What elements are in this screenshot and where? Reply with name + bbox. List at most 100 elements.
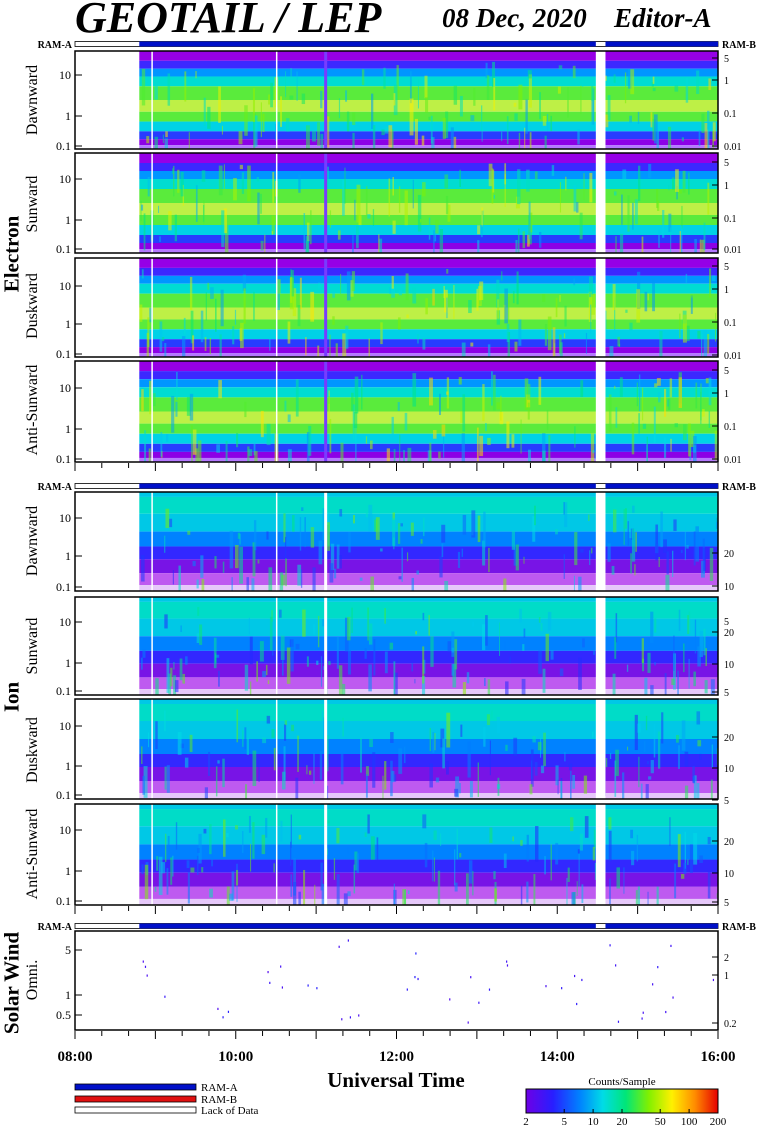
right-tick-label-electron-duskward-1: 1	[724, 285, 729, 296]
legend-label-2: Lack of Data	[201, 1105, 259, 1117]
right-tick-label-electron-anti-sunward-2: 0.1	[724, 422, 737, 433]
right-tick-label-ion-sunward-1: 10	[724, 660, 734, 671]
panel-electron-anti-sunward	[139, 361, 718, 462]
right-tick-label-ion-dawnward-2: 5	[724, 617, 729, 628]
right-tick-label-solar-wind-omni--0: 2	[724, 953, 729, 964]
left-tick-label-ion-duskward-2: 0.1	[56, 788, 71, 802]
left-tick-label-electron-duskward-0: 10	[59, 279, 71, 293]
panel-ion-anti-sunward	[139, 804, 718, 905]
ram-bar-b-0	[605, 41, 718, 47]
panel-label-ion-dawnward: Dawnward	[24, 505, 41, 577]
right-tick-label-electron-dawnward-2: 0.1	[724, 109, 737, 120]
x-tick-label-3: 14:00	[540, 1049, 575, 1065]
panel-frame-solar-wind-omni-	[74, 930, 719, 1031]
left-tick-label-solar-wind-omni--0: 5	[65, 943, 71, 957]
right-tick-label-ion-dawnward-1: 10	[724, 582, 734, 593]
right-tick-label-ion-anti-sunward-0: 20	[724, 837, 734, 848]
x-tick-label-0: 08:00	[58, 1049, 93, 1065]
left-tick-label-electron-sunward-2: 0.1	[56, 242, 71, 256]
colorbar-tick-2: 10	[588, 1116, 600, 1128]
panel-ion-duskward	[139, 699, 718, 799]
left-tick-label-electron-anti-sunward-1: 1	[65, 422, 71, 436]
right-tick-label-solar-wind-omni--1: 1	[724, 971, 729, 982]
panel-frame-ion-dawnward	[74, 491, 719, 592]
left-tick-label-ion-sunward-1: 1	[65, 656, 71, 670]
panel-electron-sunward	[139, 153, 718, 253]
right-tick-label-solar-wind-omni--2: 0.2	[724, 1019, 737, 1030]
panel-electron-duskward	[139, 258, 718, 357]
x-tick-label-1: 10:00	[218, 1049, 253, 1065]
panel-label-electron-anti-sunward: Anti-Sunward	[24, 364, 41, 456]
colorbar-tick-6: 200	[710, 1116, 727, 1128]
left-tick-label-solar-wind-omni--2: 0.5	[56, 1008, 71, 1022]
right-tick-label-electron-sunward-3: 0.01	[724, 245, 742, 256]
left-tick-label-ion-dawnward-0: 10	[59, 511, 71, 525]
panel-label-solar-wind-omni: Omni.	[24, 959, 41, 1001]
left-tick-label-electron-dawnward-2: 0.1	[56, 139, 71, 153]
legend-swatch-0	[74, 1083, 197, 1091]
left-tick-label-electron-anti-sunward-2: 0.1	[56, 452, 71, 466]
right-tick-label-electron-anti-sunward-1: 1	[724, 389, 729, 400]
panel-frame-ion-sunward	[74, 596, 719, 696]
legend-label-1: RAM-B	[201, 1094, 237, 1106]
panel-electron-dawnward	[139, 51, 718, 149]
left-tick-label-ion-anti-sunward-1: 1	[65, 864, 71, 878]
right-tick-label-ion-duskward-2: 5	[724, 796, 729, 807]
legend-label-0: RAM-A	[201, 1082, 238, 1094]
colorbar-tick-4: 50	[655, 1116, 667, 1128]
group-label-electron: Electron	[0, 215, 24, 293]
right-tick-label-electron-anti-sunward-0: 5	[724, 366, 729, 377]
left-tick-label-electron-duskward-1: 1	[65, 317, 71, 331]
ram-label-right-2: RAM-B	[722, 922, 756, 933]
x-tick-label-2: 12:00	[379, 1049, 414, 1065]
right-tick-label-electron-dawnward-3: 0.01	[724, 142, 742, 153]
colorbar-tick-3: 20	[617, 1116, 629, 1128]
panel-frame-ion-duskward	[74, 698, 719, 800]
ram-label-left-1: RAM-A	[38, 482, 73, 493]
ram-label-right-1: RAM-B	[722, 482, 756, 493]
main-title: GEOTAIL / LEP	[75, 0, 382, 42]
legend-swatch-2	[74, 1106, 197, 1114]
panel-label-ion-duskward: Duskward	[24, 717, 41, 783]
ram-bar-a-2	[139, 923, 596, 929]
right-tick-label-electron-duskward-3: 0.01	[724, 351, 742, 362]
colorbar-title: Counts/Sample	[588, 1076, 655, 1088]
right-tick-label-electron-duskward-2: 0.1	[724, 318, 737, 329]
right-tick-label-ion-duskward-1: 10	[724, 764, 734, 775]
right-tick-label-electron-dawnward-1: 1	[724, 76, 729, 87]
colorbar-tick-0: 2	[523, 1116, 529, 1128]
legend-swatch-1	[74, 1095, 197, 1103]
panel-frame-electron-duskward	[74, 257, 719, 358]
x-axis-title: Universal Time	[327, 1068, 465, 1092]
left-tick-label-electron-anti-sunward-0: 10	[59, 381, 71, 395]
left-tick-label-ion-sunward-0: 10	[59, 615, 71, 629]
x-tick-label-4: 16:00	[701, 1049, 736, 1065]
date-label: 08 Dec, 2020	[442, 3, 587, 33]
ram-bar-b-2	[605, 923, 718, 929]
right-tick-label-electron-sunward-0: 5	[724, 158, 729, 169]
ram-label-left-0: RAM-A	[38, 40, 73, 51]
ram-bar-b-1	[605, 483, 718, 489]
left-tick-label-ion-anti-sunward-2: 0.1	[56, 894, 71, 908]
left-tick-label-electron-sunward-0: 10	[59, 172, 71, 186]
panel-label-electron-dawnward: Dawnward	[24, 64, 41, 136]
left-tick-label-ion-dawnward-2: 0.1	[56, 580, 71, 594]
panel-label-electron-sunward: Sunward	[24, 175, 41, 233]
ram-label-left-2: RAM-A	[38, 922, 73, 933]
left-tick-label-electron-duskward-2: 0.1	[56, 347, 71, 361]
right-tick-label-ion-dawnward-0: 20	[724, 549, 734, 560]
right-tick-label-ion-anti-sunward-2: 5	[724, 898, 729, 909]
left-tick-label-ion-anti-sunward-0: 10	[59, 823, 71, 837]
ram-bar-a-0	[139, 41, 596, 47]
panel-frame-electron-anti-sunward	[74, 360, 719, 463]
right-tick-label-electron-sunward-2: 0.1	[724, 214, 737, 225]
left-tick-label-electron-dawnward-0: 10	[59, 68, 71, 82]
left-tick-label-ion-dawnward-1: 1	[65, 549, 71, 563]
left-tick-label-electron-dawnward-1: 1	[65, 109, 71, 123]
right-tick-label-electron-dawnward-0: 5	[724, 54, 729, 65]
right-tick-label-ion-sunward-0: 20	[724, 628, 734, 639]
panel-frame-electron-dawnward	[74, 50, 719, 150]
panel-solar-wind-omni-	[142, 939, 715, 1024]
editor-label: Editor-A	[614, 3, 712, 33]
